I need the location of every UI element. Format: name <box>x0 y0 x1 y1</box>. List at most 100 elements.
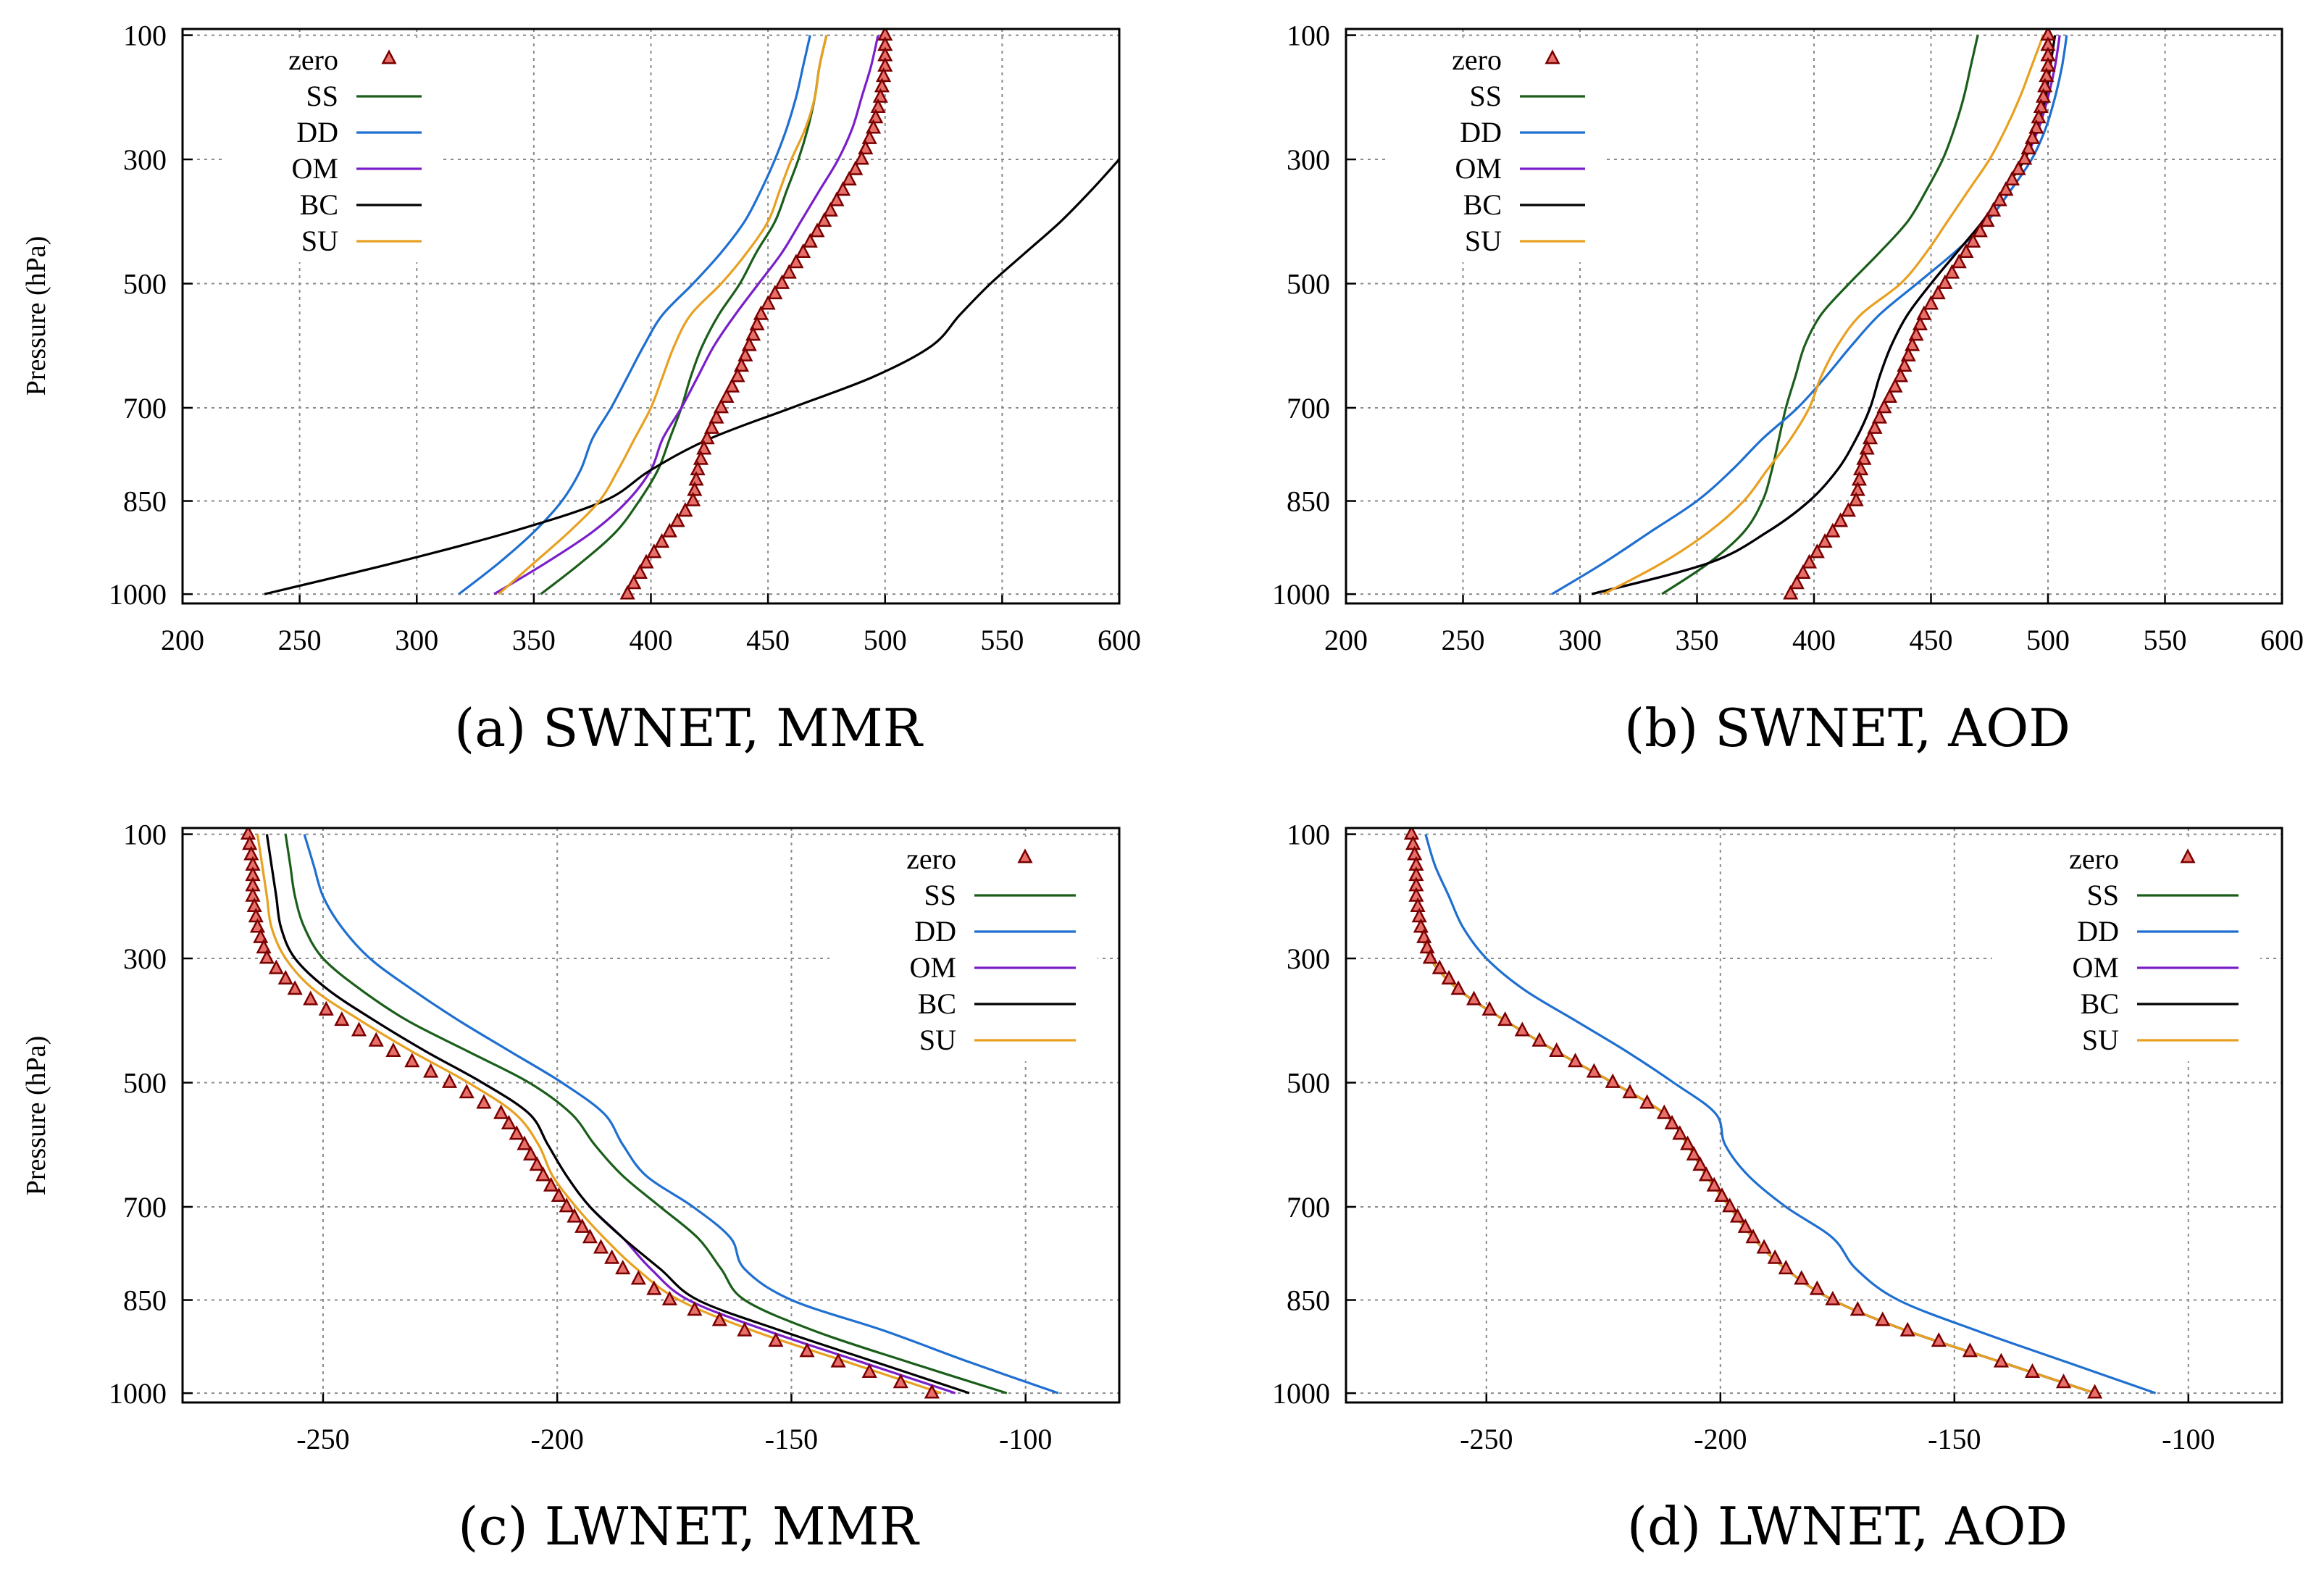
zero-marker-d <box>1875 1311 1891 1326</box>
plot-area-b <box>1551 29 2068 600</box>
zero-marker-c <box>768 1332 784 1347</box>
zero-marker-b <box>1991 191 2007 206</box>
zero-marker-c <box>404 1053 420 1068</box>
ytick-label-b: 500 <box>1287 267 1330 300</box>
zero-marker-b <box>1897 357 1913 372</box>
zero-marker-b <box>1887 377 1903 393</box>
legend-label-BC-b: BC <box>1463 188 1502 221</box>
zero-marker-d <box>1481 1000 1497 1016</box>
zero-marker-c <box>711 1311 727 1326</box>
legend-swatch-zero-d <box>2180 848 2196 864</box>
zero-marker-b <box>1783 585 1799 600</box>
series-line-DD-c <box>303 834 1059 1395</box>
ytick-label-a: 850 <box>123 485 167 518</box>
zero-marker-b <box>1937 274 1953 289</box>
caption-c: (c) LWNET, MMR <box>458 1496 919 1557</box>
xtick-label-a: 350 <box>512 624 556 656</box>
zero-marker-c <box>441 1073 458 1088</box>
zero-marker-a <box>685 491 701 506</box>
zero-marker-b <box>2035 88 2052 103</box>
legend-label-DD-d: DD <box>2077 915 2119 948</box>
zero-marker-a <box>669 512 685 527</box>
zero-marker-c <box>268 959 284 974</box>
zero-marker-d <box>1622 1084 1638 1099</box>
ytick-label-a: 700 <box>123 392 167 425</box>
zero-marker-d <box>1422 949 1438 964</box>
xtick-label-b: 200 <box>1324 624 1368 656</box>
zero-marker-c <box>559 1197 574 1213</box>
zero-marker-a <box>654 533 670 548</box>
zero-marker-d <box>1431 959 1447 974</box>
zero-marker-b <box>1958 243 1974 259</box>
series-line-SS-a <box>540 35 828 595</box>
zero-marker-b <box>1923 295 1939 310</box>
zero-marker-a <box>774 274 790 289</box>
zero-marker-d <box>1664 1114 1680 1130</box>
xtick-label-a: 550 <box>980 624 1024 656</box>
zero-marker-b <box>2024 129 2041 144</box>
zero-marker-d <box>1531 1032 1547 1047</box>
zero-marker-c <box>567 1208 582 1223</box>
zero-marker-c <box>830 1352 846 1368</box>
series-line-SU-b <box>1602 35 2044 595</box>
zero-marker-d <box>2087 1384 2103 1399</box>
zero-marker-b <box>1867 419 1883 434</box>
zero-marker-d <box>1737 1218 1753 1233</box>
ytick-label-c: 1000 <box>109 1377 167 1410</box>
zero-marker-d <box>1466 990 1482 1005</box>
ytick-label-c: 850 <box>123 1284 167 1317</box>
zero-marker-c <box>593 1239 609 1254</box>
zero-marker-a <box>703 419 720 434</box>
zero-marker-a <box>661 522 677 538</box>
panel-b: (b) SWNET, AOD 200 250 300 350 400 450 500 550 6… <box>1272 20 2304 758</box>
zero-marker-d <box>1931 1332 1947 1347</box>
legend-label-zero-c: zero <box>906 843 956 875</box>
zero-marker-a <box>788 254 804 269</box>
ytick-label-a: 1000 <box>109 578 167 611</box>
legend-label-BC-c: BC <box>918 987 956 1020</box>
zero-marker-b <box>1848 491 1864 506</box>
legend-label-SU-d: SU <box>2082 1024 2119 1056</box>
zero-marker-a <box>829 191 845 206</box>
ytick-label-a: 100 <box>123 20 167 52</box>
zero-marker-d <box>2055 1374 2072 1389</box>
zero-marker-b <box>1801 553 1818 569</box>
zero-marker-b <box>1998 181 2014 196</box>
plot-area-d <box>1403 828 2157 1399</box>
legend-label-OM-b: OM <box>1455 152 1502 185</box>
zero-marker-a <box>619 585 635 600</box>
zero-marker-b <box>1916 305 1932 320</box>
xtick-label-d: -250 <box>1460 1423 1513 1455</box>
legend-swatch-zero-a <box>381 49 397 64</box>
zero-marker-d <box>1899 1321 1915 1337</box>
zero-marker-c <box>368 1032 384 1047</box>
xtick-label-d: -100 <box>2162 1423 2215 1455</box>
zero-marker-d <box>1441 969 1457 984</box>
zero-marker-d <box>1692 1156 1708 1171</box>
zero-marker-b <box>2020 140 2036 155</box>
ytick-label-b: 100 <box>1287 20 1330 52</box>
ytick-label-d: 1000 <box>1272 1377 1330 1410</box>
ytick-label-d: 300 <box>1287 942 1330 975</box>
zero-marker-b <box>2033 98 2049 113</box>
series-zero-a <box>619 29 893 600</box>
xtick-label-a: 250 <box>278 624 322 656</box>
series-line-SU-a <box>498 35 828 595</box>
legend-bg-d <box>1992 837 2260 1061</box>
zero-marker-d <box>1656 1104 1672 1119</box>
zero-marker-a <box>753 305 769 320</box>
zero-marker-b <box>1789 574 1805 590</box>
series-zero-b <box>1783 29 2056 600</box>
xtick-label-a: 400 <box>630 624 673 656</box>
zero-marker-c <box>501 1114 517 1130</box>
zero-marker-a <box>795 243 811 259</box>
ytick-label-d: 850 <box>1287 1284 1330 1317</box>
legend-label-DD-c: DD <box>914 915 956 948</box>
ytick-label-b: 850 <box>1287 485 1330 518</box>
zero-marker-b <box>1881 388 1898 404</box>
xtick-label-c: -200 <box>531 1423 584 1455</box>
legend-bg-c <box>829 837 1098 1061</box>
ytick-label-a: 500 <box>123 267 167 300</box>
zero-marker-c <box>522 1145 539 1161</box>
